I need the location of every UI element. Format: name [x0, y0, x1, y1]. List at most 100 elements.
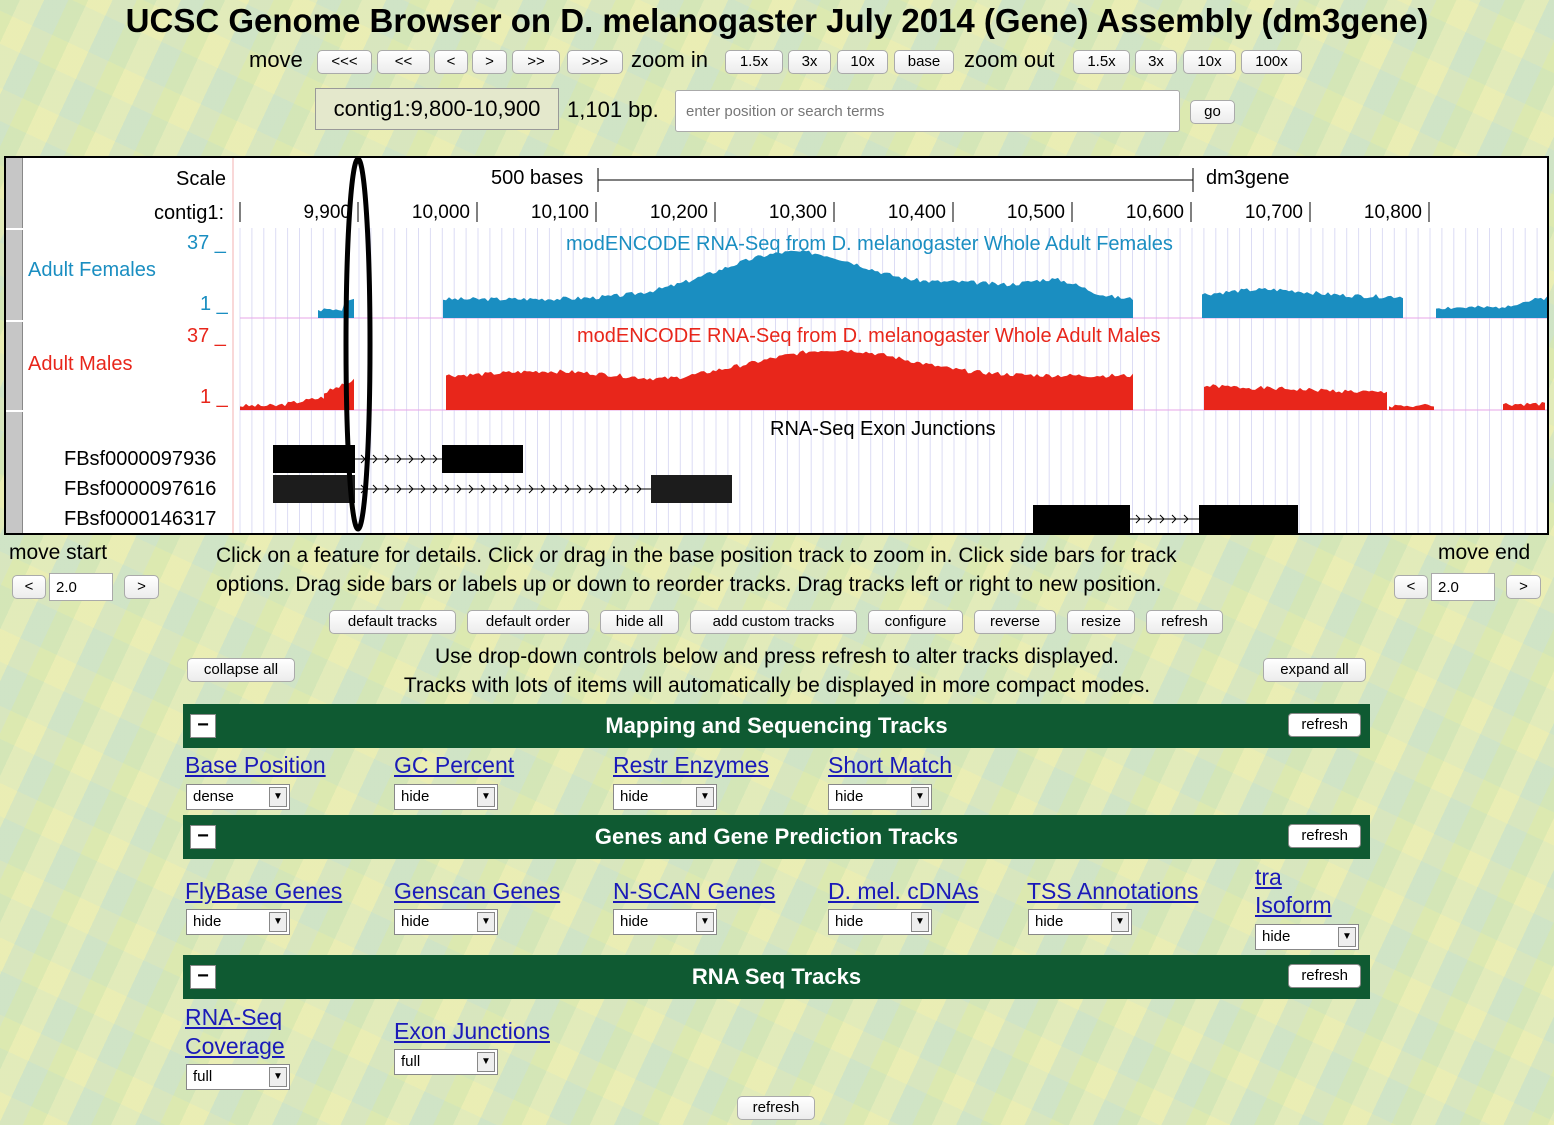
- track-link-flybase-genes[interactable]: FlyBase Genes: [185, 878, 343, 904]
- ruler-tick-label: 10,700: [1244, 202, 1303, 223]
- collapse-rnaseq-button[interactable]: −: [190, 965, 216, 989]
- select-value: hide: [835, 788, 864, 805]
- refresh-mapping-button[interactable]: refresh: [1288, 713, 1361, 737]
- track-link-rnaseq-coverage[interactable]: RNA-Seq Coverage: [185, 1003, 285, 1061]
- select-value: full: [193, 1068, 213, 1085]
- refresh-button[interactable]: refresh: [1146, 610, 1223, 634]
- track-link-genscan-genes[interactable]: Genscan Genes: [394, 878, 561, 904]
- rnaseq-coverage-line-1: RNA-Seq: [185, 1004, 283, 1030]
- zoom-out-3x-button[interactable]: 3x: [1135, 50, 1177, 74]
- zoom-out-1-5x-button[interactable]: 1.5x: [1073, 50, 1130, 74]
- select-gc-percent[interactable]: hide ▼: [394, 784, 498, 810]
- go-button[interactable]: go: [1190, 100, 1235, 124]
- zoom-in-1-5x-button[interactable]: 1.5x: [725, 50, 783, 74]
- genome-browser-image[interactable]: Scale 500 bases dm3gene contig1: 9,900 10…: [4, 156, 1549, 535]
- move-left-button[interactable]: <: [434, 50, 468, 74]
- dropdown-arrow-icon: ▼: [269, 1067, 287, 1087]
- collapse-genes-button[interactable]: −: [190, 825, 216, 849]
- zoom-in-10x-button[interactable]: 10x: [837, 50, 888, 74]
- move-end-left-button[interactable]: <: [1394, 575, 1428, 599]
- zoom-out-100x-button[interactable]: 100x: [1241, 50, 1302, 74]
- track-link-dmel-cdnas[interactable]: D. mel. cDNAs: [828, 878, 979, 904]
- males-min-label: 1 _: [200, 386, 228, 408]
- track-graphic[interactable]: [6, 158, 1547, 533]
- default-order-button[interactable]: default order: [467, 610, 589, 634]
- select-tra-isoform[interactable]: hide ▼: [1255, 924, 1359, 950]
- move-end-label: move end: [1438, 541, 1531, 564]
- junctions-sidebar[interactable]: [6, 412, 23, 533]
- zoom-in-3x-button[interactable]: 3x: [788, 50, 831, 74]
- ruler-tick-label: 10,100: [530, 202, 589, 223]
- refresh-genes-button[interactable]: refresh: [1288, 824, 1361, 848]
- track-link-exon-junctions[interactable]: Exon Junctions: [394, 1018, 550, 1044]
- hide-all-button[interactable]: hide all: [600, 610, 679, 634]
- resize-button[interactable]: resize: [1067, 610, 1135, 634]
- select-tss-annotations[interactable]: hide ▼: [1028, 909, 1132, 935]
- males-sidebar[interactable]: [6, 322, 23, 410]
- base-position-sidebar[interactable]: [6, 158, 23, 228]
- select-nscan-genes[interactable]: hide ▼: [613, 909, 717, 935]
- females-sidebar[interactable]: [6, 230, 23, 320]
- males-track-name[interactable]: Adult Males: [28, 353, 133, 375]
- move-far-left-button[interactable]: <<<: [317, 50, 372, 74]
- select-dmel-cdnas[interactable]: hide ▼: [828, 909, 932, 935]
- track-link-base-position[interactable]: Base Position: [185, 752, 326, 778]
- refresh-rnaseq-button[interactable]: refresh: [1288, 964, 1361, 988]
- select-short-match[interactable]: hide ▼: [828, 784, 932, 810]
- track-link-restr-enzymes[interactable]: Restr Enzymes: [613, 752, 769, 778]
- bottom-refresh-button[interactable]: refresh: [737, 1096, 815, 1120]
- zoom-base-button[interactable]: base: [894, 50, 954, 74]
- zoom-out-10x-button[interactable]: 10x: [1183, 50, 1236, 74]
- select-genscan-genes[interactable]: hide ▼: [394, 909, 498, 935]
- move-start-right-button[interactable]: >: [124, 575, 159, 599]
- track-link-nscan-genes[interactable]: N-SCAN Genes: [613, 878, 776, 904]
- junction-label-1[interactable]: FBsf0000097936: [64, 448, 217, 470]
- move-label: move: [249, 47, 303, 72]
- controls-text-line-1: Use drop-down controls below and press r…: [435, 645, 1119, 668]
- select-value: hide: [620, 913, 649, 930]
- junction-label-2[interactable]: FBsf0000097616: [64, 478, 217, 500]
- scale-bar-label: 500 bases: [488, 167, 587, 190]
- move-right-button[interactable]: >: [472, 50, 507, 74]
- move-start-left-button[interactable]: <: [12, 575, 46, 599]
- move-start-input[interactable]: [49, 573, 113, 601]
- default-tracks-button[interactable]: default tracks: [329, 610, 456, 634]
- reverse-button[interactable]: reverse: [974, 610, 1056, 634]
- position-display: contig1:9,800-10,900: [315, 88, 559, 130]
- collapse-mapping-button[interactable]: −: [190, 714, 216, 738]
- dropdown-arrow-icon: ▼: [477, 787, 495, 807]
- track-link-tss-annotations[interactable]: TSS Annotations: [1027, 878, 1199, 904]
- track-link-short-match[interactable]: Short Match: [828, 752, 952, 778]
- junction-feature-3: [1033, 505, 1298, 533]
- select-value: full: [401, 1053, 421, 1070]
- select-restr-enzymes[interactable]: hide ▼: [613, 784, 717, 810]
- dropdown-arrow-icon: ▼: [269, 787, 287, 807]
- configure-button[interactable]: configure: [868, 610, 963, 634]
- females-track-name[interactable]: Adult Females: [28, 259, 156, 281]
- expand-all-button[interactable]: expand all: [1263, 658, 1366, 682]
- group-bar-mapping: Mapping and Sequencing Tracks − refresh: [183, 704, 1370, 748]
- select-rnaseq-coverage[interactable]: full ▼: [186, 1064, 290, 1090]
- move-right-more-button[interactable]: >>: [512, 50, 560, 74]
- select-exon-junctions[interactable]: full ▼: [394, 1049, 498, 1075]
- assembly-label: dm3gene: [1206, 167, 1290, 189]
- dropdown-arrow-icon: ▼: [696, 787, 714, 807]
- select-base-position[interactable]: dense ▼: [186, 784, 290, 810]
- collapse-all-button[interactable]: collapse all: [187, 658, 295, 682]
- dropdown-arrow-icon: ▼: [269, 912, 287, 932]
- track-link-tra-isoform[interactable]: tra Isoform: [1255, 863, 1332, 919]
- move-far-right-button[interactable]: >>>: [567, 50, 623, 74]
- help-text-line-1: Click on a feature for details. Click or…: [216, 544, 1177, 567]
- track-link-gc-percent[interactable]: GC Percent: [394, 752, 515, 778]
- dropdown-arrow-icon: ▼: [477, 1052, 495, 1072]
- move-left-more-button[interactable]: <<: [377, 50, 430, 74]
- move-end-input[interactable]: [1431, 573, 1495, 601]
- females-track-title: modENCODE RNA-Seq from D. melanogaster W…: [566, 233, 1173, 255]
- search-input[interactable]: [675, 90, 1180, 132]
- add-custom-tracks-button[interactable]: add custom tracks: [690, 610, 857, 634]
- males-coverage: [240, 349, 1547, 411]
- move-end-right-button[interactable]: >: [1506, 575, 1541, 599]
- junction-label-3[interactable]: FBsf0000146317: [64, 508, 217, 530]
- select-flybase-genes[interactable]: hide ▼: [186, 909, 290, 935]
- dropdown-arrow-icon: ▼: [911, 787, 929, 807]
